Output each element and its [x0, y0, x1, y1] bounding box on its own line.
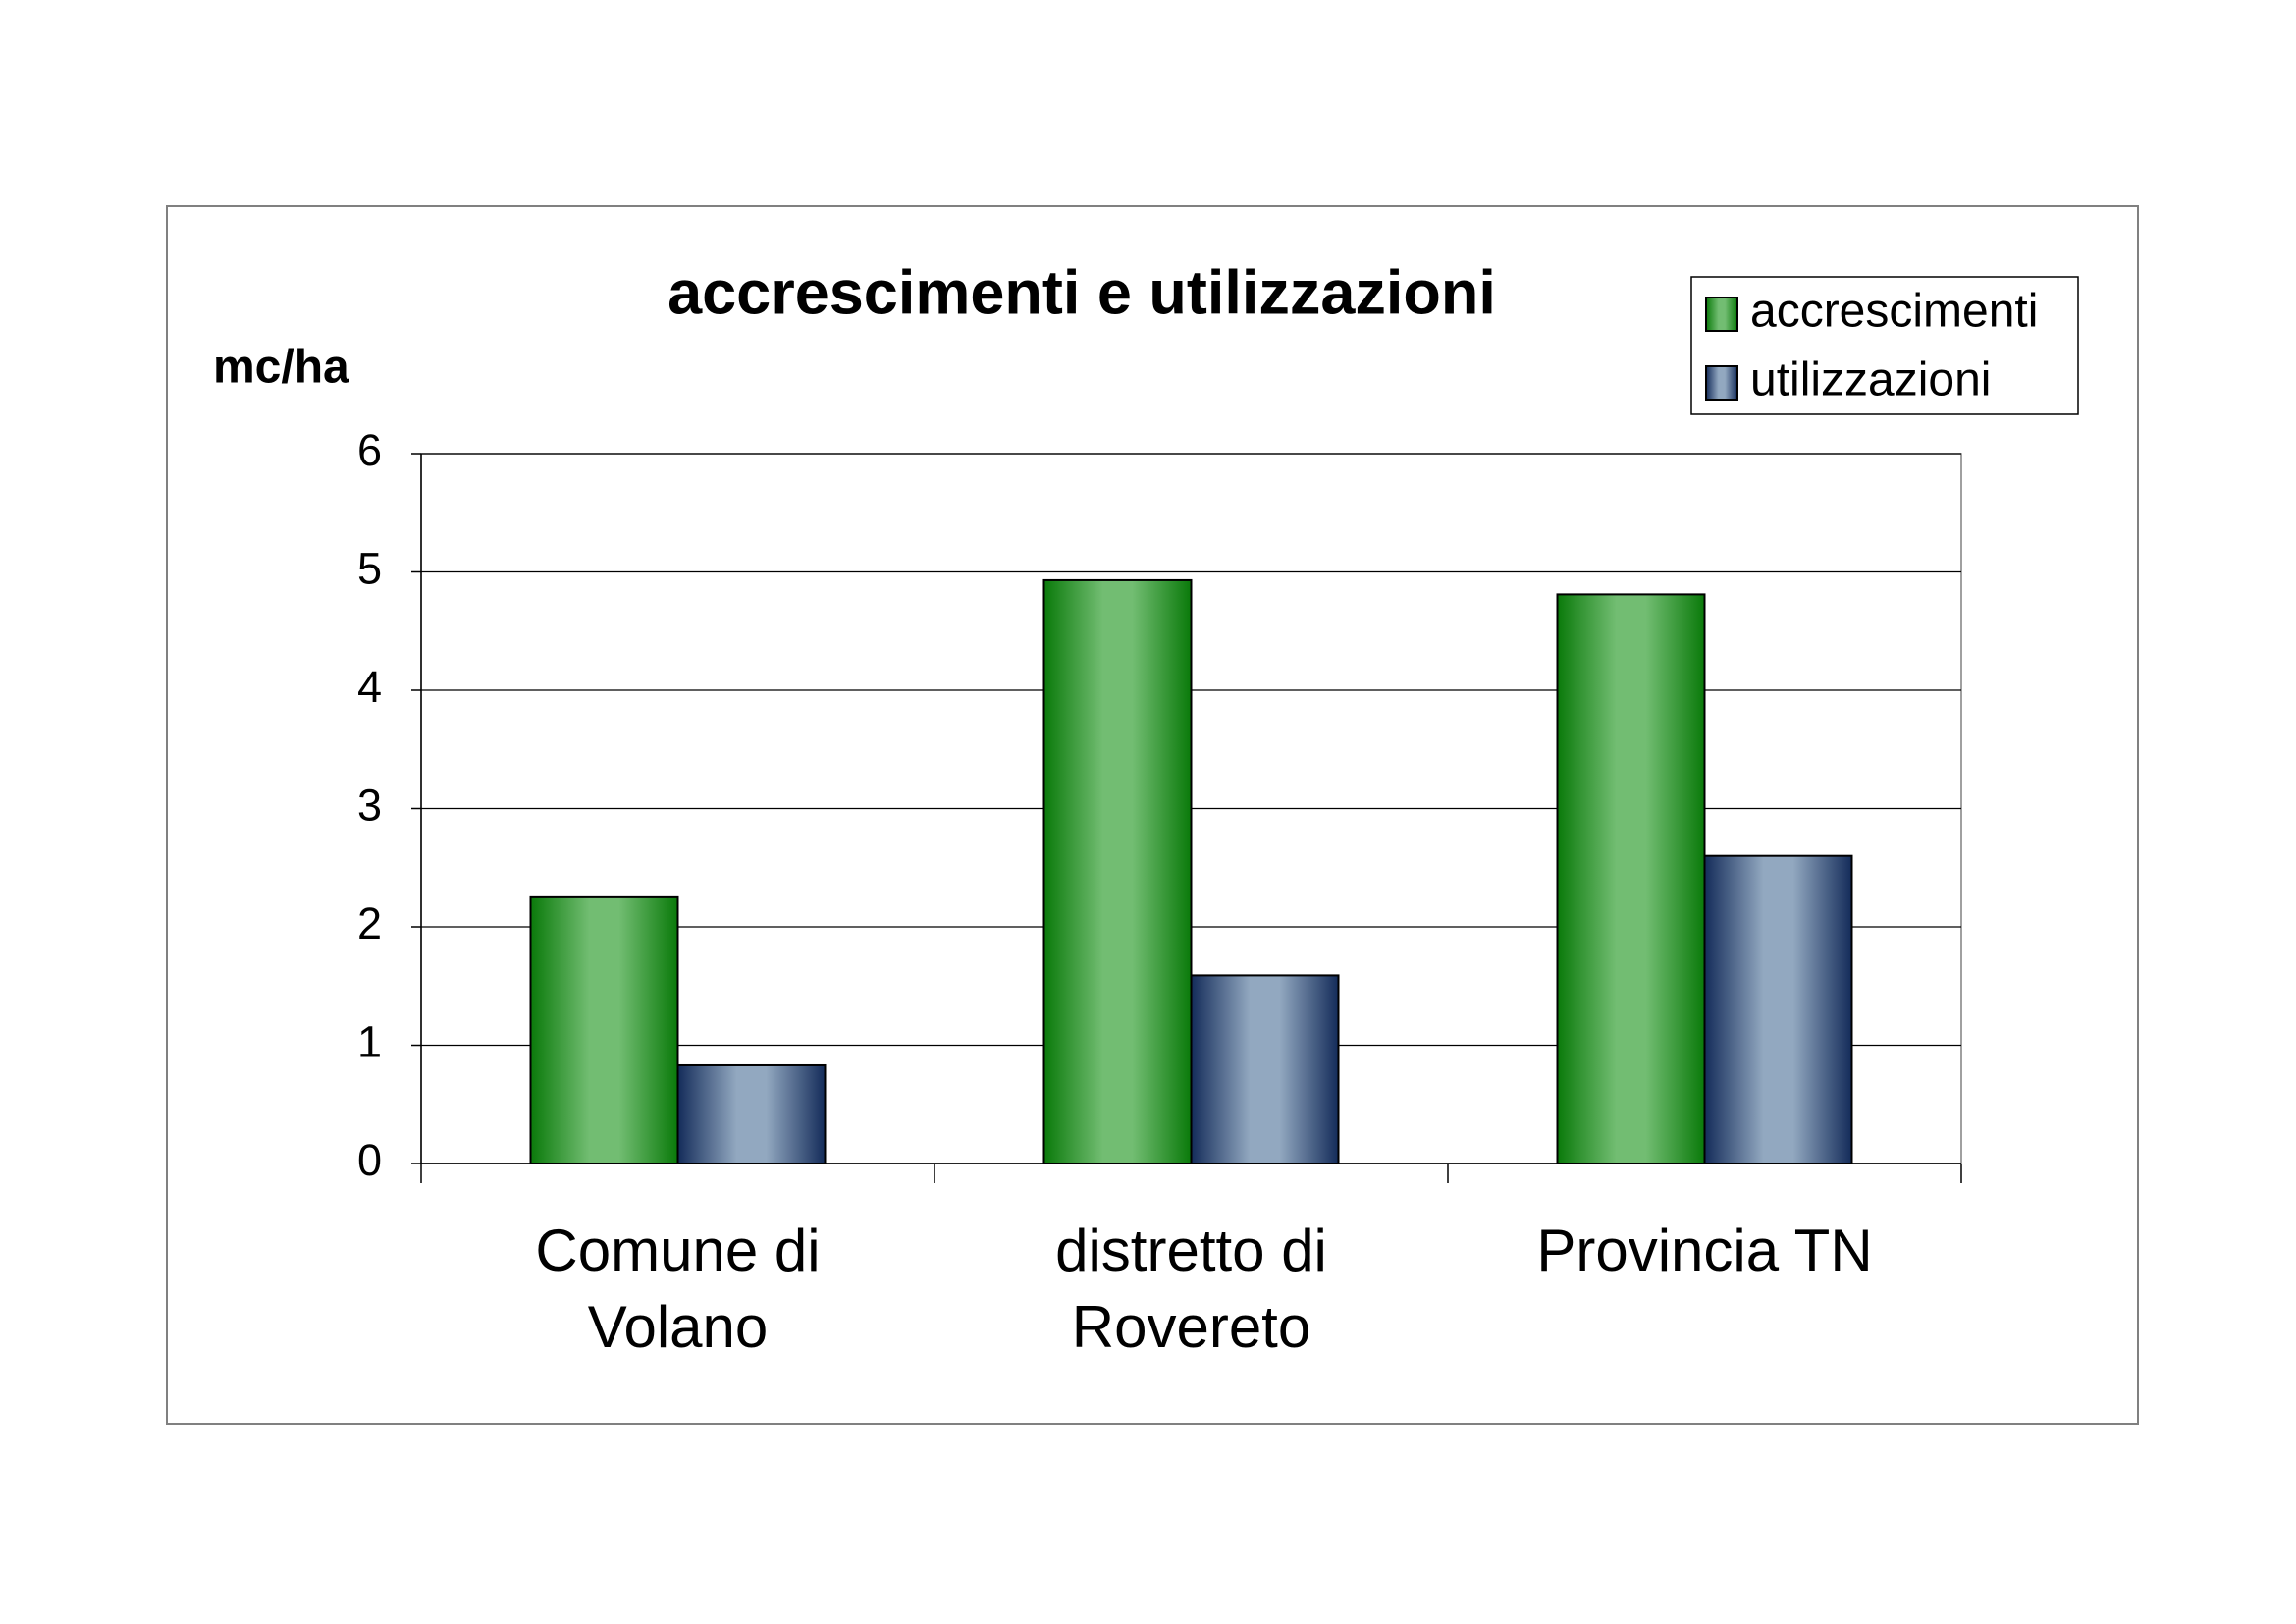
legend-swatch — [1705, 365, 1738, 401]
bar — [1703, 854, 1853, 1164]
y-tick-label: 4 — [357, 662, 382, 712]
bar — [1042, 578, 1193, 1164]
y-axis-label: mc/ha — [213, 342, 349, 394]
bar — [1556, 593, 1706, 1164]
bar — [676, 1063, 827, 1164]
bar — [1190, 974, 1340, 1165]
x-tick-label: distretto di — [1055, 1218, 1327, 1283]
y-tick-label: 1 — [357, 1016, 382, 1066]
chart-title: accrescimenti e utilizzazioni — [667, 259, 1496, 328]
x-tick-label: Comune di — [535, 1218, 820, 1283]
x-tick-label: Volano — [588, 1294, 769, 1360]
y-tick-label: 2 — [357, 898, 382, 948]
legend-box — [1690, 276, 2079, 415]
legend-swatch — [1705, 297, 1738, 332]
x-tick-label: Rovereto — [1072, 1294, 1310, 1360]
y-tick-label: 3 — [357, 780, 382, 830]
y-tick-label: 5 — [357, 543, 382, 593]
y-tick-label: 6 — [357, 425, 382, 475]
y-tick-label: 0 — [357, 1135, 382, 1185]
legend-label: utilizzazioni — [1750, 354, 1991, 406]
bar — [529, 895, 679, 1164]
x-tick-label: Provincia TN — [1536, 1218, 1872, 1283]
legend-label: accrescimenti — [1750, 286, 2038, 338]
